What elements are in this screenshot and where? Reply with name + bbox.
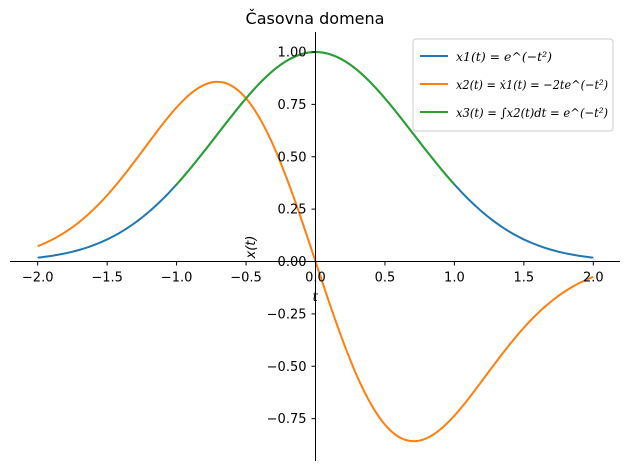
y-tick-label: 1.00 <box>278 46 307 61</box>
x-tick-label: 0.5 <box>375 271 396 286</box>
legend-frame <box>412 38 614 132</box>
y-tick-label: 0.25 <box>278 203 307 218</box>
legend-label-x1: x1(t) = e^(−t²) <box>456 49 552 64</box>
y-tick-label: −0.25 <box>267 307 307 322</box>
y-tick-label: 0.75 <box>278 98 307 113</box>
legend-label-x2: x2(t) = ẋ1(t) = −2te^(−t²) <box>456 77 608 92</box>
x-tick-label: −1.0 <box>161 271 193 286</box>
x-tick-label: 0.0 <box>305 271 326 286</box>
y-ticks: −0.75 −0.50 −0.25 0.00 0.25 0.50 0.75 1.00 <box>267 46 316 427</box>
x-ticks: −2.0 −1.5 −1.0 −0.5 0.0 0.5 1.0 1.5 2.0 <box>22 261 604 286</box>
y-tick-label: −0.75 <box>267 412 307 427</box>
y-tick-label: 0.50 <box>278 150 307 165</box>
x-tick-label: 1.5 <box>514 271 535 286</box>
x-tick-label: −0.5 <box>230 271 262 286</box>
legend-label-x3: x3(t) = ∫x2(t)dt = e^(−t²) <box>456 105 608 120</box>
x-tick-label: 1.0 <box>444 271 465 286</box>
y-tick-label: −0.50 <box>267 360 307 375</box>
legend: x1(t) = e^(−t²) x2(t) = ẋ1(t) = −2te^(−t… <box>412 38 614 132</box>
x-tick-label: 2.0 <box>583 271 604 286</box>
chart-title: Časovna domena <box>246 9 385 28</box>
x-tick-label: −2.0 <box>22 271 54 286</box>
y-axis-label: x(t) <box>244 236 259 260</box>
y-tick-label: 0.00 <box>278 255 307 270</box>
x-tick-label: −1.5 <box>91 271 123 286</box>
x-axis-label: t <box>312 290 318 305</box>
